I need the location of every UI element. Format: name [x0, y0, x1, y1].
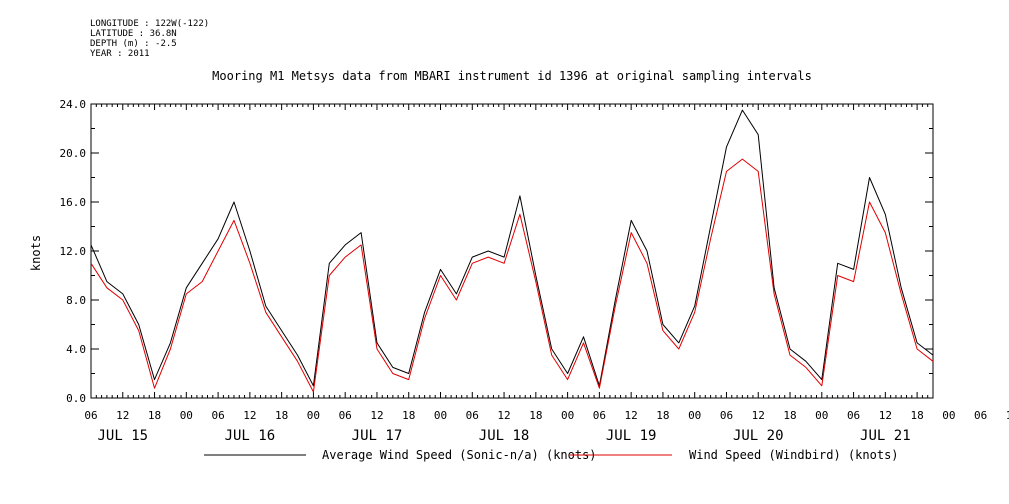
x-tick-label: 06 — [593, 409, 606, 422]
y-tick-label: 12.0 — [60, 245, 87, 258]
x-day-label: JUL 20 — [733, 428, 784, 444]
x-tick-label: 06 — [847, 409, 860, 422]
metadata-block: LONGITUDE : 122W(-122) LATITUDE : 36.8N … — [90, 19, 209, 59]
latitude-text: LATITUDE : 36.8N — [90, 29, 177, 39]
chart-title: Mooring M1 Metsys data from MBARI instru… — [212, 69, 812, 83]
x-tick-label: 12 — [1006, 409, 1009, 422]
plot-frame — [90, 103, 934, 399]
y-tick-label: 24.0 — [60, 98, 87, 111]
series-line-average-wind — [90, 109, 934, 387]
y-axis-ticks: 0.0 4.0 8.0 12.0 16.0 20.0 24.0 — [60, 98, 933, 405]
series-line-windbird — [90, 158, 934, 393]
x-tick-label: 12 — [370, 409, 383, 422]
x-day-label: JUL 19 — [606, 428, 657, 444]
series-layer — [90, 109, 934, 393]
x-tick-label: 00 — [942, 409, 955, 422]
depth-text: DEPTH (m) : -2.5 — [90, 39, 177, 49]
x-tick-label: 00 — [180, 409, 193, 422]
x-tick-label: 12 — [497, 409, 510, 422]
x-tick-label: 18 — [275, 409, 288, 422]
y-tick-label: 4.0 — [66, 343, 86, 356]
x-tick-label: 18 — [402, 409, 415, 422]
x-tick-label: 00 — [307, 409, 320, 422]
x-tick-label: 12 — [116, 409, 129, 422]
x-day-label: JUL 16 — [225, 428, 276, 444]
x-tick-label: 18 — [783, 409, 796, 422]
x-day-label: JUL 15 — [97, 428, 148, 444]
legend-label-average-wind: Average Wind Speed (Sonic-n/a) (knots) — [322, 448, 597, 462]
x-tick-label: 18 — [910, 409, 923, 422]
x-tick-label: 06 — [211, 409, 224, 422]
year-text: YEAR : 2011 — [90, 49, 150, 59]
x-tick-label: 18 — [148, 409, 161, 422]
y-tick-label: 8.0 — [66, 294, 86, 307]
x-tick-label: 06 — [84, 409, 97, 422]
x-axis-ticks: 06 12 18 00 06 12 18 00 06 12 18 00 06 12 18 00 06 12 18 00… — [84, 104, 1009, 444]
y-tick-label: 16.0 — [60, 196, 87, 209]
legend-label-windbird: Wind Speed (Windbird) (knots) — [689, 448, 899, 462]
x-tick-label: 12 — [879, 409, 892, 422]
x-tick-label: 06 — [720, 409, 733, 422]
y-tick-label: 0.0 — [66, 392, 86, 405]
x-day-label: JUL 18 — [479, 428, 530, 444]
x-tick-label: 12 — [243, 409, 256, 422]
longitude-text: LONGITUDE : 122W(-122) — [90, 19, 210, 29]
x-tick-label: 12 — [625, 409, 638, 422]
x-tick-label: 18 — [529, 409, 542, 422]
x-day-label: JUL 17 — [352, 428, 403, 444]
x-tick-label: 06 — [339, 409, 352, 422]
y-axis-label: knots — [29, 235, 43, 271]
y-tick-label: 20.0 — [60, 147, 87, 160]
plot-border — [90, 103, 934, 399]
x-tick-label: 12 — [752, 409, 765, 422]
x-tick-label: 00 — [688, 409, 701, 422]
legend: Average Wind Speed (Sonic-n/a) (knots) W… — [204, 448, 899, 462]
x-tick-label: 00 — [815, 409, 828, 422]
x-tick-label: 00 — [561, 409, 574, 422]
x-tick-label: 06 — [974, 409, 987, 422]
x-tick-label: 00 — [434, 409, 447, 422]
x-tick-label: 06 — [466, 409, 479, 422]
x-tick-label: 18 — [656, 409, 669, 422]
x-day-label: JUL 21 — [860, 428, 911, 444]
